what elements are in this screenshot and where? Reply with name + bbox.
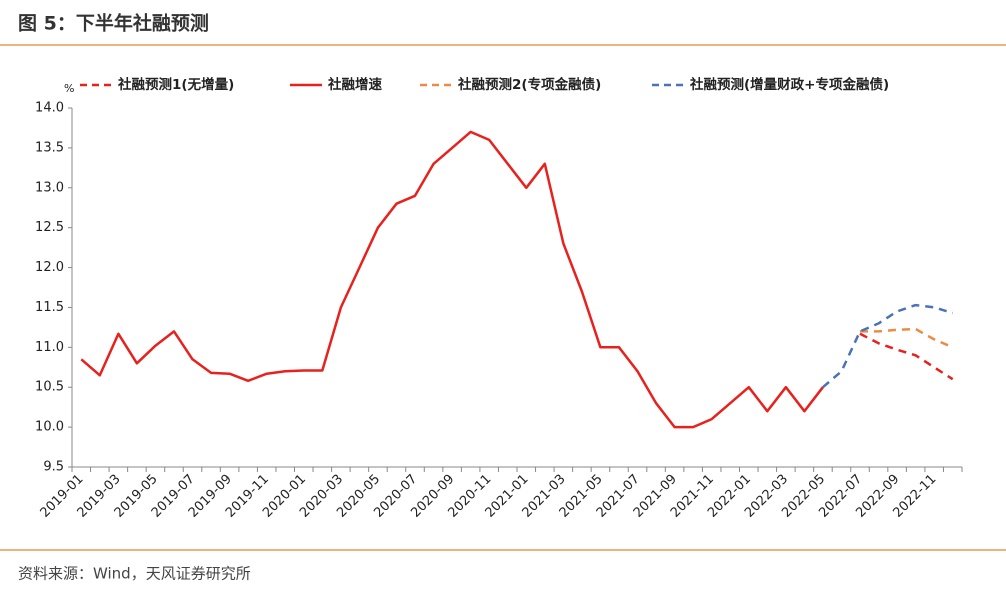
y-tick-label: 11.0 <box>35 340 64 355</box>
y-tick-label: 14.0 <box>35 101 64 116</box>
y-tick-label: 9.5 <box>43 460 64 475</box>
y-unit: % <box>64 82 74 95</box>
legend-label: 社融预测(增量财政+专项金融债) <box>689 76 889 93</box>
y-tick-label: 12.5 <box>35 220 64 235</box>
y-tick-label: 10.0 <box>35 420 64 435</box>
legend-label: 社融预测2(专项金融债) <box>457 76 601 93</box>
source: 资料来源：Wind，天风证券研究所 <box>18 565 251 583</box>
series-line <box>859 332 954 381</box>
series-line <box>860 327 954 349</box>
series-line <box>80 130 824 429</box>
legend-label: 社融预测1(无增量) <box>117 76 234 93</box>
y-tick-label: 13.5 <box>35 140 64 155</box>
y-tick-label: 12.0 <box>35 260 64 275</box>
chart-title: 图 5：下半年社融预测 <box>18 12 209 35</box>
y-tick-label: 11.5 <box>35 300 64 315</box>
y-tick-label: 10.5 <box>35 380 64 395</box>
series-line <box>822 303 954 389</box>
legend-label: 社融增速 <box>327 76 382 93</box>
y-tick-label: 13.0 <box>35 180 64 195</box>
